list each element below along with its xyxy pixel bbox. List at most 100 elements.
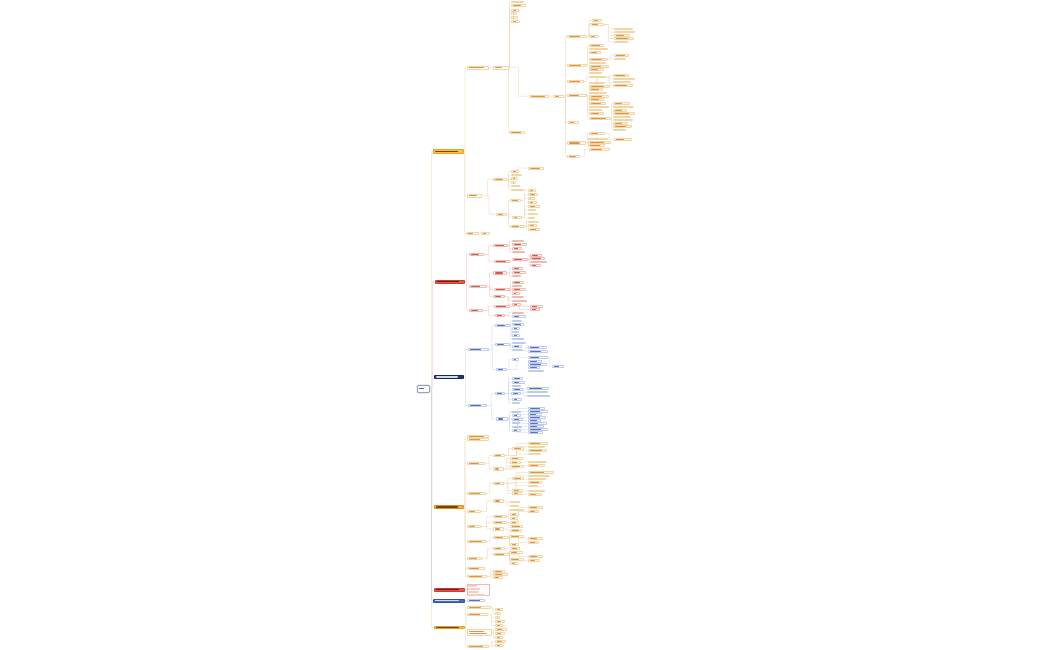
- node-d1f4[interactable]: [528, 452, 542, 456]
- node-b3b[interactable]: [495, 314, 505, 317]
- node-c1c[interactable]: [496, 368, 507, 372]
- node-r2c2[interactable]: [589, 65, 609, 68]
- node-c2bf1[interactable]: [527, 407, 545, 410]
- node-c1cr1[interactable]: [528, 360, 543, 363]
- node-d4f2[interactable]: [528, 509, 540, 513]
- node-c1c1[interactable]: [511, 358, 519, 361]
- node-a2s2[interactable]: [511, 216, 522, 219]
- node-gl10[interactable]: [494, 644, 504, 647]
- node-c2bf2[interactable]: [527, 410, 549, 413]
- node-a1a[interactable]: [493, 66, 509, 70]
- node-fr4e[interactable]: [612, 115, 631, 119]
- node-g4c[interactable]: [588, 88, 603, 91]
- node-g1[interactable]: [466, 606, 492, 610]
- node-r3[interactable]: [567, 80, 584, 84]
- node-fr3b[interactable]: [612, 77, 635, 81]
- node-c2b2[interactable]: [511, 414, 521, 417]
- node-b2c[interactable]: [493, 295, 505, 299]
- node-r5[interactable]: [568, 121, 579, 125]
- node-b2b4[interactable]: [511, 292, 520, 295]
- node-a2t3[interactable]: [527, 197, 535, 200]
- node-c1cf[interactable]: [551, 364, 565, 369]
- node-g2[interactable]: [466, 612, 488, 616]
- node-b2c2[interactable]: [511, 299, 527, 303]
- node-d1[interactable]: [466, 461, 485, 465]
- node-r2c1[interactable]: [589, 61, 606, 65]
- node-gl6[interactable]: [494, 628, 507, 631]
- node-gl1[interactable]: [494, 608, 503, 611]
- node-c2a3[interactable]: [511, 384, 521, 388]
- central-topic-node[interactable]: [416, 385, 430, 393]
- node-d1f1[interactable]: [528, 442, 549, 445]
- node-gl5[interactable]: [494, 624, 503, 627]
- branch-node-m5[interactable]: [433, 587, 465, 592]
- node-a2r6[interactable]: [510, 188, 524, 192]
- node-b2[interactable]: [468, 284, 487, 288]
- node-d4a2[interactable]: [510, 513, 519, 516]
- node-c1a5[interactable]: [512, 334, 520, 337]
- node-e1[interactable]: [468, 584, 477, 588]
- node-fr1b[interactable]: [614, 30, 635, 34]
- node-d4[interactable]: [466, 525, 481, 529]
- node-a2r4[interactable]: [510, 181, 516, 184]
- node-b2c3[interactable]: [511, 303, 521, 306]
- node-d2a3[interactable]: [512, 492, 522, 495]
- node-fr4b[interactable]: [612, 105, 634, 109]
- branch-node-m1[interactable]: [433, 149, 464, 154]
- node-d4b[interactable]: [492, 521, 507, 525]
- node-fr1c[interactable]: [614, 34, 630, 37]
- node-d5a3[interactable]: [510, 547, 520, 550]
- node-t1[interactable]: [510, 0, 524, 4]
- node-fr3a[interactable]: [612, 74, 629, 77]
- node-c1b1[interactable]: [512, 341, 526, 345]
- node-g5c[interactable]: [588, 108, 602, 112]
- node-fr4h[interactable]: [612, 125, 632, 129]
- node-c2af2[interactable]: [526, 390, 548, 394]
- node-r2c4[interactable]: [589, 71, 602, 75]
- node-d1b1[interactable]: [510, 457, 524, 460]
- node-a2w[interactable]: [528, 166, 544, 170]
- node-r1c2[interactable]: [590, 23, 604, 26]
- node-fr4g[interactable]: [612, 122, 628, 125]
- node-b2b[interactable]: [494, 288, 510, 292]
- node-c1a[interactable]: [495, 324, 510, 328]
- node-b1[interactable]: [468, 253, 484, 257]
- node-d5f2[interactable]: [528, 540, 540, 544]
- branch-node-m3[interactable]: [434, 375, 464, 380]
- node-g5d[interactable]: [588, 111, 604, 115]
- node-d1b[interactable]: [493, 467, 504, 471]
- node-b1r2[interactable]: [511, 243, 527, 247]
- node-b2a1[interactable]: [511, 267, 523, 270]
- node-t6[interactable]: [510, 20, 520, 23]
- node-fr4d[interactable]: [612, 112, 635, 115]
- node-c2bf7[interactable]: [527, 425, 544, 428]
- node-c2bf4[interactable]: [527, 416, 546, 419]
- node-b1w[interactable]: [511, 258, 528, 262]
- node-a2s1[interactable]: [510, 199, 521, 203]
- node-t5[interactable]: [510, 16, 518, 19]
- node-d1b2[interactable]: [510, 461, 521, 464]
- node-e2[interactable]: [468, 587, 481, 591]
- node-g6b[interactable]: [587, 141, 611, 144]
- node-b3f1[interactable]: [530, 305, 543, 308]
- node-g5b[interactable]: [588, 105, 609, 109]
- node-d7[interactable]: [467, 566, 485, 570]
- node-a2t11[interactable]: [527, 228, 540, 231]
- node-d1f3[interactable]: [528, 449, 548, 452]
- node-c1b[interactable]: [495, 343, 510, 347]
- node-g4b[interactable]: [588, 85, 610, 88]
- node-d6b1[interactable]: [509, 558, 525, 561]
- node-d4c1[interactable]: [510, 529, 523, 532]
- node-r7[interactable]: [567, 155, 580, 159]
- node-c2b6[interactable]: [511, 429, 521, 432]
- node-r2a1[interactable]: [589, 44, 604, 47]
- node-a2b[interactable]: [496, 212, 507, 216]
- node-c1cr2[interactable]: [528, 363, 548, 366]
- node-r6[interactable]: [567, 141, 586, 145]
- node-c2af3[interactable]: [526, 394, 550, 398]
- node-d4b1[interactable]: [510, 521, 519, 524]
- node-a2r3[interactable]: [510, 177, 518, 181]
- node-a2t9[interactable]: [527, 220, 539, 224]
- node-r6c[interactable]: [588, 131, 605, 135]
- node-b1a[interactable]: [493, 244, 508, 248]
